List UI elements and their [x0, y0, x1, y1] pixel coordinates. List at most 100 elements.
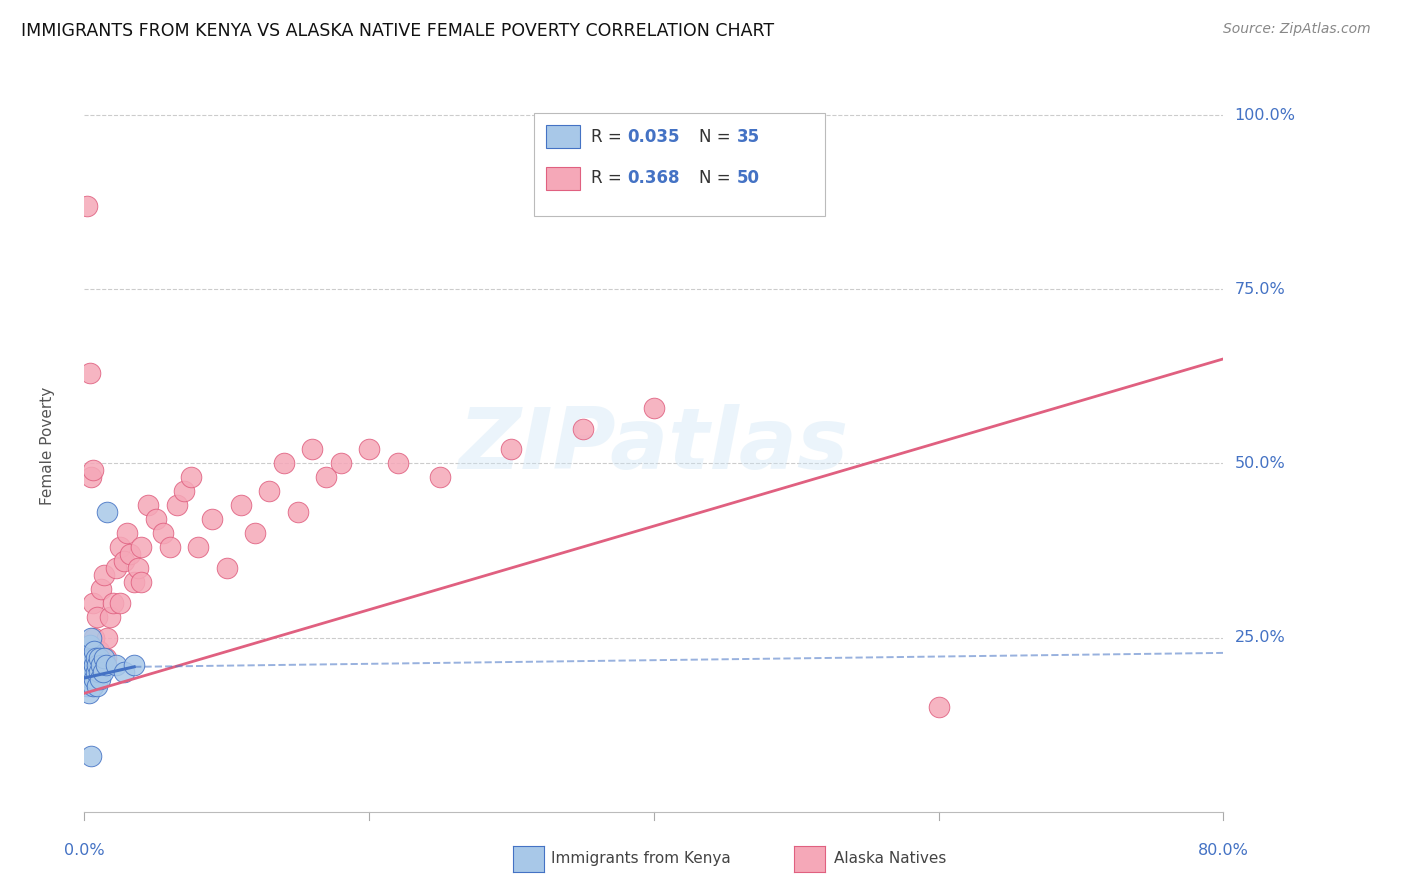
Point	[104, 658, 127, 673]
Text: 35: 35	[737, 128, 761, 145]
Text: Source: ZipAtlas.com: Source: ZipAtlas.com	[1223, 22, 1371, 37]
Point	[131, 574, 153, 589]
Text: 0.368: 0.368	[627, 169, 681, 186]
Point	[108, 540, 131, 554]
Point	[429, 470, 451, 484]
Point	[359, 442, 381, 457]
Point	[87, 651, 110, 665]
Point	[112, 665, 135, 680]
Point	[83, 644, 105, 658]
Point	[259, 484, 281, 499]
Point	[643, 401, 665, 415]
Point	[80, 631, 103, 645]
Point	[83, 673, 105, 687]
Point	[501, 442, 523, 457]
Text: 50: 50	[737, 169, 759, 186]
Point	[86, 679, 108, 693]
Point	[77, 686, 100, 700]
Point	[145, 512, 167, 526]
Point	[273, 457, 295, 471]
Point	[80, 749, 103, 764]
Text: 80.0%: 80.0%	[1198, 843, 1249, 858]
Point	[98, 609, 121, 624]
Bar	[546, 167, 579, 190]
Point	[93, 567, 115, 582]
Point	[87, 665, 110, 680]
Point	[90, 658, 112, 673]
Point	[79, 644, 101, 658]
Point	[86, 658, 108, 673]
Point	[84, 665, 107, 680]
Point	[80, 651, 103, 665]
Point	[87, 644, 110, 658]
Point	[79, 665, 101, 680]
Point	[928, 700, 950, 714]
Point	[91, 665, 114, 680]
Point	[571, 421, 593, 435]
Text: R =: R =	[591, 169, 627, 186]
Text: Immigrants from Kenya: Immigrants from Kenya	[551, 852, 731, 866]
Point	[118, 547, 141, 561]
Point	[152, 526, 174, 541]
Point	[83, 631, 105, 645]
Text: N =: N =	[699, 128, 737, 145]
Point	[115, 526, 138, 541]
Point	[94, 651, 117, 665]
Text: N =: N =	[699, 169, 737, 186]
Point	[89, 673, 111, 687]
Point	[245, 526, 267, 541]
Text: 75.0%: 75.0%	[1234, 282, 1285, 297]
Point	[122, 574, 145, 589]
Point	[79, 366, 101, 380]
Point	[387, 457, 409, 471]
Point	[84, 651, 107, 665]
Point	[122, 658, 145, 673]
Point	[76, 651, 98, 665]
Point	[180, 470, 202, 484]
Point	[82, 679, 104, 693]
Point	[173, 484, 195, 499]
Point	[82, 596, 104, 610]
Point	[138, 498, 160, 512]
Point	[82, 665, 104, 680]
Point	[82, 463, 104, 477]
Point	[77, 673, 100, 687]
Point	[96, 631, 118, 645]
Text: ZIPatlas: ZIPatlas	[458, 404, 849, 488]
Point	[90, 582, 112, 596]
Point	[96, 505, 118, 519]
Point	[131, 540, 153, 554]
Point	[79, 638, 101, 652]
Text: IMMIGRANTS FROM KENYA VS ALASKA NATIVE FEMALE POVERTY CORRELATION CHART: IMMIGRANTS FROM KENYA VS ALASKA NATIVE F…	[21, 22, 775, 40]
Text: Alaska Natives: Alaska Natives	[834, 852, 946, 866]
Point	[80, 658, 103, 673]
Point	[84, 651, 107, 665]
Point	[215, 561, 238, 575]
Point	[77, 658, 100, 673]
Text: 0.0%: 0.0%	[65, 843, 104, 858]
Text: 100.0%: 100.0%	[1234, 108, 1295, 122]
Point	[86, 609, 108, 624]
Point	[101, 596, 124, 610]
Point	[229, 498, 252, 512]
Text: 50.0%: 50.0%	[1234, 456, 1285, 471]
Text: 25.0%: 25.0%	[1234, 630, 1285, 645]
Point	[112, 554, 135, 568]
Point	[166, 498, 188, 512]
Point	[108, 596, 131, 610]
Text: R =: R =	[591, 128, 627, 145]
Point	[201, 512, 224, 526]
Point	[315, 470, 337, 484]
Point	[83, 658, 105, 673]
Point	[329, 457, 352, 471]
FancyBboxPatch shape	[534, 113, 825, 216]
Point	[93, 651, 115, 665]
Point	[80, 673, 103, 687]
Text: Female Poverty: Female Poverty	[41, 387, 55, 505]
Point	[76, 199, 98, 213]
Point	[82, 651, 104, 665]
Point	[287, 505, 309, 519]
Point	[104, 561, 127, 575]
Point	[159, 540, 181, 554]
Text: 0.035: 0.035	[627, 128, 681, 145]
